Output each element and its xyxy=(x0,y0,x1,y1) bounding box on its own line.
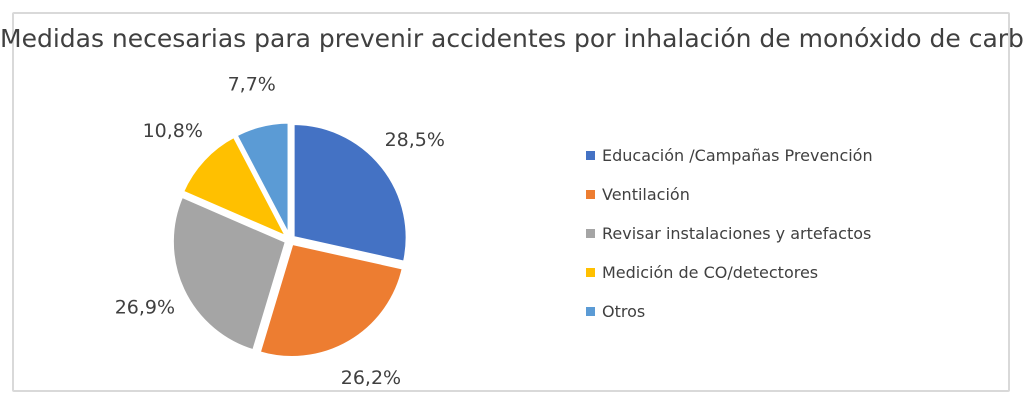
slice-value-label: 7,7% xyxy=(228,74,276,96)
legend-label: Medición de CO/detectores xyxy=(602,263,819,282)
pie-slices xyxy=(170,120,409,359)
legend-swatch xyxy=(586,151,595,160)
pie-value-labels: 28,5% 26,2% 26,9% 10,8% 7,7% xyxy=(115,74,445,389)
chart-legend: Educación /Campañas Prevención Ventilació… xyxy=(586,136,873,331)
pie-slice-3 xyxy=(170,194,288,353)
legend-swatch xyxy=(586,307,595,316)
legend-label: Educación /Campañas Prevención xyxy=(602,146,873,165)
pie-slice-5 xyxy=(234,120,291,238)
pie-slice-1 xyxy=(291,121,409,264)
legend-item: Educación /Campañas Prevención xyxy=(586,136,873,175)
slice-value-label: 26,2% xyxy=(341,367,401,389)
legend-swatch xyxy=(586,268,595,277)
legend-item: Otros xyxy=(586,292,873,331)
legend-item: Ventilación xyxy=(586,175,873,214)
slice-value-label: 10,8% xyxy=(143,120,203,142)
legend-label: Ventilación xyxy=(602,185,690,204)
pie-slice-2 xyxy=(257,241,405,359)
slice-value-label: 28,5% xyxy=(385,129,445,151)
slice-value-label: 26,9% xyxy=(115,296,175,318)
legend-label: Otros xyxy=(602,302,646,321)
pie-slice-4 xyxy=(180,134,289,239)
chart-title: Medidas necesarias para prevenir acciden… xyxy=(0,24,1024,53)
legend-label: Revisar instalaciones y artefactos xyxy=(602,224,872,243)
legend-item: Medición de CO/detectores xyxy=(586,253,873,292)
legend-swatch xyxy=(586,229,595,238)
legend-swatch xyxy=(586,190,595,199)
legend-item: Revisar instalaciones y artefactos xyxy=(586,214,873,253)
